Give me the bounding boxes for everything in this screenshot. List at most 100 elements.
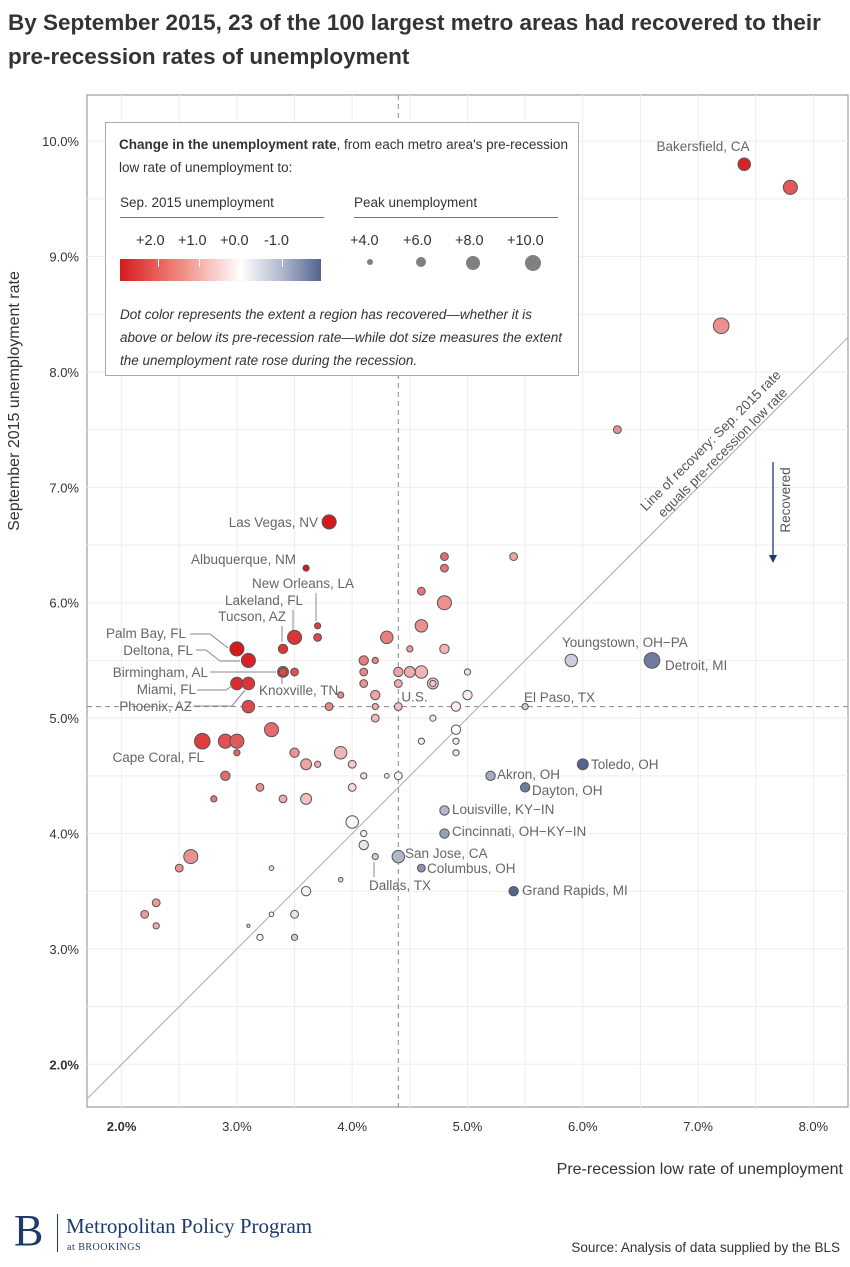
data-point (140, 909, 150, 919)
data-point (360, 772, 368, 780)
program-affiliation: at BROOKINGS (67, 1242, 142, 1253)
x-tick-label: 5.0% (453, 1119, 483, 1134)
legend-size-dot (466, 256, 480, 270)
y-tick-label: 2.0% (49, 1057, 79, 1072)
point-label: Bakersfield, CA (656, 139, 749, 154)
data-point (450, 724, 462, 735)
point-label: Louisville, KY−IN (452, 802, 554, 817)
data-point (436, 595, 452, 611)
data-point (256, 933, 264, 941)
data-point (371, 852, 379, 861)
data-point (712, 317, 730, 335)
point-label: Youngstown, OH−PA (562, 635, 688, 650)
point-label: Miami, FL (137, 682, 197, 697)
data-point (347, 782, 357, 792)
data-point (564, 653, 579, 668)
label-leader-line (196, 649, 240, 662)
point-label: Tucson, AZ (218, 609, 286, 624)
logo-divider (57, 1214, 58, 1252)
legend-heading-rest: , from each metro area's pre-recession l… (119, 137, 568, 175)
data-point (333, 746, 348, 760)
point-label: Cape Coral, FL (112, 750, 204, 765)
data-point (359, 667, 369, 677)
data-point (278, 794, 288, 804)
data-point (521, 702, 529, 711)
data-point (612, 425, 622, 435)
y-tick-label: 10.0% (42, 134, 79, 149)
data-point (302, 564, 310, 572)
data-point (371, 702, 379, 711)
point-label: Birmingham, AL (113, 665, 209, 680)
data-point (463, 668, 472, 676)
x-tick-label: 2.0% (107, 1119, 137, 1134)
data-point (300, 792, 313, 805)
data-point (268, 911, 275, 918)
data-point (287, 629, 303, 645)
legend-heading-bold: Change in the unemployment rate (119, 137, 337, 152)
point-label: Albuquerque, NM (191, 552, 296, 567)
brookings-logo: B (14, 1206, 44, 1255)
data-point (290, 933, 299, 941)
data-point (737, 157, 751, 171)
data-point (393, 702, 403, 711)
y-axis-label: September 2015 unemployment rate (6, 271, 23, 531)
label-leader-line (190, 633, 229, 649)
recovered-arrow-head (769, 555, 777, 563)
data-point (183, 849, 199, 865)
data-point (452, 737, 460, 745)
x-tick-label: 7.0% (683, 1119, 713, 1134)
data-point (358, 655, 369, 666)
data-point (347, 759, 357, 769)
data-point (393, 666, 404, 678)
data-point (313, 632, 323, 642)
data-point (241, 676, 256, 691)
legend-color-tick: +2.0 (136, 233, 165, 249)
data-point (241, 699, 256, 714)
data-point (229, 641, 245, 657)
x-tick-label: 3.0% (222, 1119, 252, 1134)
data-point (321, 514, 337, 530)
legend-size-dot (416, 257, 426, 267)
point-label: San Jose, CA (405, 846, 488, 861)
point-label: Grand Rapids, MI (522, 883, 628, 898)
data-point (416, 586, 426, 596)
legend-color-tick: -1.0 (264, 233, 289, 249)
data-point (462, 689, 473, 701)
data-point (440, 552, 449, 561)
data-point (263, 722, 280, 738)
data-point (508, 886, 519, 897)
x-tick-label: 6.0% (568, 1119, 598, 1134)
data-point (439, 828, 450, 839)
data-point (439, 805, 450, 816)
data-point (440, 563, 449, 573)
data-point (230, 676, 244, 691)
data-point (255, 782, 265, 792)
data-point (370, 713, 380, 723)
data-point (220, 770, 231, 782)
data-point (360, 829, 368, 838)
data-point (576, 758, 589, 771)
y-tick-label: 9.0% (49, 250, 79, 265)
data-point (391, 849, 406, 864)
recovered-label: Recovered (778, 467, 793, 532)
data-point (246, 923, 251, 928)
legend-size-tick: +10.0 (507, 233, 544, 249)
y-tick-label: 4.0% (49, 827, 79, 842)
point-label: Cincinnati, OH−KY−IN (452, 824, 586, 839)
y-tick-label: 7.0% (49, 480, 79, 495)
data-point (290, 909, 299, 919)
data-point (300, 886, 312, 897)
data-point (414, 619, 429, 633)
legend-color-title: Sep. 2015 unemployment (120, 195, 324, 218)
data-point (509, 552, 519, 561)
y-tick-label: 3.0% (49, 942, 79, 957)
y-tick-label: 5.0% (49, 711, 79, 726)
chart-title: By September 2015, 23 of the 100 largest… (8, 10, 821, 69)
y-tick-label: 6.0% (49, 596, 79, 611)
point-label: Phoenix, AZ (119, 699, 192, 714)
data-point (229, 733, 245, 749)
legend-size-dot (525, 255, 541, 271)
data-point (359, 679, 369, 688)
point-label: Detroit, MI (665, 658, 727, 673)
